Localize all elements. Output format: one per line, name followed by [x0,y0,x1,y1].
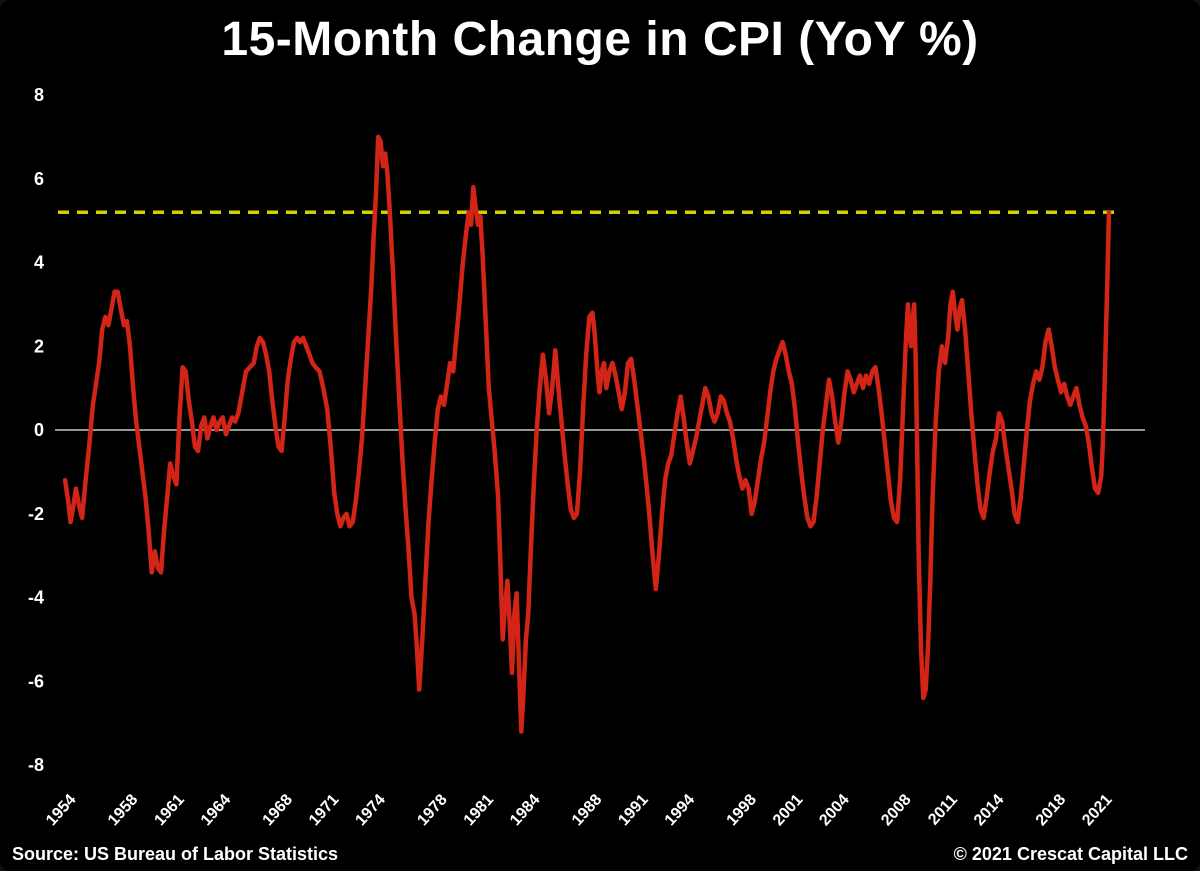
y-tick-label: -4 [28,588,44,608]
chart-footer: Source: US Bureau of Labor Statistics © … [0,844,1200,865]
y-tick-label: -2 [28,504,44,524]
y-tick-label: 0 [34,420,44,440]
x-tick-label: 2008 [878,791,915,829]
x-tick-label: 1981 [461,791,498,829]
x-tick-label: 1968 [260,791,297,829]
y-tick-label: -8 [28,755,44,775]
chart-title: 15-Month Change in CPI (YoY %) [221,13,979,66]
x-tick-label: 1978 [414,791,451,829]
x-tick-label: 2021 [1079,791,1116,829]
y-tick-label: 2 [34,336,44,356]
x-tick-label: 2001 [770,791,807,829]
x-tick-label: 2011 [925,791,961,828]
x-tick-label: 1958 [105,791,142,829]
y-tick-label: 8 [34,85,44,105]
y-tick-label: 4 [34,253,44,273]
copyright-credit: © 2021 Crescat Capital LLC [953,844,1188,864]
x-tick-label: 2018 [1033,791,1070,829]
x-tick-label: 2014 [971,791,1008,829]
x-tick-label: 1961 [151,791,188,829]
x-tick-label: 2004 [816,791,853,829]
x-tick-label: 1994 [662,791,699,829]
x-tick-label: 1974 [352,791,389,829]
x-tick-label: 1964 [198,791,235,829]
x-tick-label: 1954 [43,791,80,829]
y-tick-label: -6 [28,671,44,691]
cpi-series-line [62,134,1112,734]
x-tick-label: 1998 [724,791,761,829]
source-credit: Source: US Bureau of Labor Statistics [12,844,339,864]
y-tick-label: 6 [34,169,44,189]
x-tick-label: 1991 [615,791,652,829]
x-tick-label: 1988 [569,791,606,829]
x-tick-label: 1984 [507,791,544,829]
x-tick-label: 1971 [306,791,343,829]
